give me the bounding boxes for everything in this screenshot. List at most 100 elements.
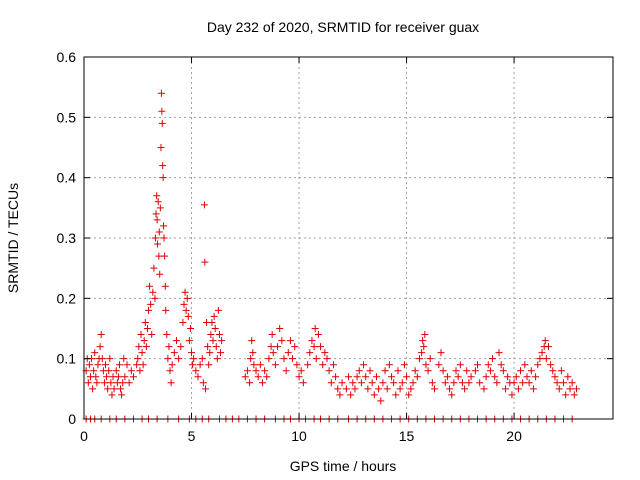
data-point-216 <box>435 361 443 369</box>
data-point-233 <box>474 361 482 369</box>
data-point-202 <box>407 385 415 393</box>
data-point-136 <box>265 355 273 363</box>
data-point-167 <box>329 361 337 369</box>
data-point-270 <box>553 379 561 387</box>
data-point-121 <box>217 349 225 357</box>
data-point-208 <box>419 337 427 345</box>
data-point-93 <box>183 294 191 302</box>
data-point-47 <box>140 337 148 345</box>
data-point-269 <box>551 373 559 381</box>
data-point-134 <box>261 367 269 375</box>
data-point-123 <box>241 373 249 381</box>
x-tick-label: 0 <box>80 428 88 444</box>
data-point-232 <box>471 367 479 375</box>
data-point-125 <box>246 379 254 387</box>
x-axis-label: GPS time / hours <box>290 458 397 474</box>
y-tick-label: 0.4 <box>57 170 77 186</box>
data-point-70 <box>158 107 166 115</box>
data-point-142 <box>276 325 284 332</box>
y-axis-label: SRMTID / TECUs <box>5 183 21 293</box>
data-point-183 <box>366 367 374 375</box>
data-point-85 <box>170 349 178 357</box>
data-point-13 <box>96 343 104 351</box>
data-point-98 <box>189 361 197 369</box>
data-point-56 <box>150 264 158 272</box>
data-point-246 <box>504 373 512 381</box>
data-point-24 <box>108 391 116 399</box>
data-point-275 <box>564 373 572 381</box>
data-point-279 <box>572 385 580 393</box>
data-point-191 <box>383 385 391 393</box>
data-point-222 <box>448 391 456 399</box>
data-point-68 <box>157 144 165 151</box>
data-point-199 <box>400 361 408 369</box>
data-point-187 <box>375 385 383 393</box>
data-point-143 <box>278 337 286 345</box>
data-point-133 <box>258 379 266 387</box>
data-point-195 <box>392 391 400 399</box>
data-point-157 <box>310 343 318 351</box>
data-point-150 <box>293 361 301 369</box>
data-point-138 <box>268 331 276 339</box>
data-point-254 <box>521 361 529 369</box>
data-point-249 <box>510 379 518 387</box>
data-point-262 <box>538 349 546 357</box>
data-point-48 <box>141 318 149 326</box>
data-point-89 <box>179 318 187 326</box>
data-point-79 <box>163 331 171 339</box>
data-point-69 <box>157 89 165 97</box>
data-point-196 <box>394 367 402 375</box>
data-point-224 <box>452 367 460 375</box>
data-point-226 <box>456 361 464 369</box>
data-point-15 <box>98 355 106 363</box>
data-point-194 <box>390 379 398 387</box>
data-point-154 <box>304 361 312 369</box>
data-point-145 <box>282 367 290 375</box>
data-point-8 <box>91 349 99 357</box>
data-point-163 <box>321 349 329 357</box>
data-point-60 <box>153 192 161 200</box>
data-point-49 <box>142 343 150 351</box>
data-point-59 <box>152 210 160 218</box>
data-point-211 <box>422 361 430 369</box>
data-point-104 <box>199 379 207 387</box>
data-point-193 <box>388 373 396 381</box>
data-point-239 <box>489 355 497 363</box>
data-point-152 <box>297 367 305 375</box>
x-tick-label: 20 <box>506 428 522 444</box>
data-point-251 <box>514 385 522 393</box>
data-points <box>82 89 580 423</box>
data-point-9 <box>92 373 100 381</box>
data-point-265 <box>542 355 550 363</box>
data-point-65 <box>155 228 163 236</box>
data-point-257 <box>527 367 535 375</box>
data-point-264 <box>541 337 549 345</box>
data-point-198 <box>398 379 406 387</box>
data-point-75 <box>160 234 168 242</box>
data-point-190 <box>381 367 389 375</box>
data-point-117 <box>212 343 220 351</box>
data-point-214 <box>428 379 436 387</box>
data-point-100 <box>192 367 200 375</box>
data-point-43 <box>136 367 144 375</box>
data-point-88 <box>177 343 185 351</box>
data-point-147 <box>286 337 294 345</box>
data-point-184 <box>368 379 376 387</box>
data-point-122 <box>218 337 226 345</box>
data-point-227 <box>458 379 466 387</box>
data-point-83 <box>167 379 175 387</box>
data-point-236 <box>482 373 490 381</box>
data-point-230 <box>465 379 473 387</box>
data-point-159 <box>312 355 320 363</box>
y-tick-label: 0.1 <box>57 351 77 367</box>
data-point-86 <box>172 337 180 345</box>
data-point-210 <box>421 331 429 339</box>
data-point-170 <box>336 391 344 399</box>
data-point-212 <box>424 367 432 375</box>
data-point-127 <box>248 337 256 345</box>
y-tick-label: 0.5 <box>57 109 77 125</box>
data-point-189 <box>379 379 387 387</box>
data-point-87 <box>175 355 183 363</box>
data-point-101 <box>194 373 202 381</box>
